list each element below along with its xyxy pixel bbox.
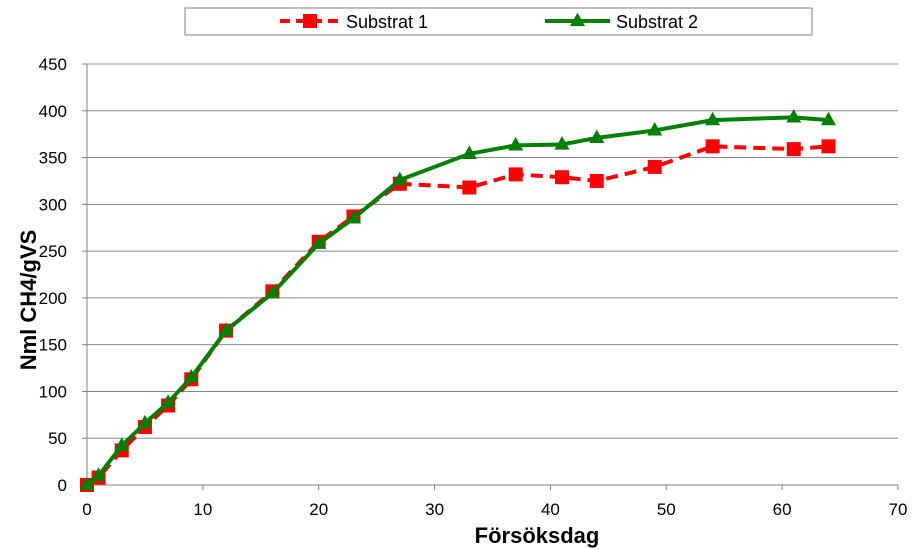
y-axis-title: Nml CH4/gVS bbox=[16, 230, 41, 371]
legend-item-1: Substrat 1 bbox=[280, 12, 428, 32]
series-1 bbox=[80, 139, 836, 492]
data-point bbox=[392, 171, 408, 186]
y-tick-labels: 0 50 100 150 200 250 300 350 400 450 bbox=[39, 55, 67, 495]
data-point bbox=[303, 14, 317, 28]
data-point bbox=[508, 167, 523, 182]
x-tick-label: 60 bbox=[773, 500, 792, 519]
data-point bbox=[786, 142, 801, 157]
data-point bbox=[589, 173, 604, 188]
x-tick-label: 20 bbox=[309, 500, 328, 519]
data-point bbox=[462, 180, 477, 195]
series-layer bbox=[79, 108, 836, 492]
y-tick-label: 400 bbox=[39, 102, 67, 121]
data-point bbox=[137, 414, 153, 429]
data-point bbox=[79, 476, 95, 491]
data-point bbox=[821, 139, 836, 154]
data-point bbox=[218, 322, 234, 336]
data-point bbox=[345, 209, 361, 224]
data-point bbox=[554, 136, 570, 150]
series-2 bbox=[79, 108, 836, 491]
y-tick-label: 0 bbox=[58, 476, 67, 495]
x-axis-title: Försöksdag bbox=[475, 523, 600, 548]
y-tick-label: 100 bbox=[39, 382, 67, 401]
legend-box bbox=[184, 7, 813, 36]
axes bbox=[82, 63, 899, 490]
series-line bbox=[85, 115, 829, 487]
data-point bbox=[555, 170, 570, 185]
legend-item-2: Substrat 2 bbox=[545, 12, 698, 32]
data-point bbox=[91, 467, 107, 481]
data-point bbox=[508, 137, 524, 151]
data-point bbox=[647, 159, 662, 174]
y-tick-label: 300 bbox=[39, 195, 67, 214]
data-point bbox=[183, 369, 199, 383]
data-point bbox=[311, 235, 327, 249]
legend-label: Substrat 1 bbox=[346, 12, 428, 32]
y-tick-label: 50 bbox=[48, 429, 67, 448]
y-tick-label: 250 bbox=[39, 242, 67, 261]
x-tick-label: 30 bbox=[425, 500, 444, 519]
x-tick-label: 70 bbox=[889, 500, 908, 519]
y-tick-label: 200 bbox=[39, 289, 67, 308]
y-tick-label: 350 bbox=[39, 149, 67, 168]
series-line bbox=[85, 144, 829, 487]
x-tick-labels: 0 10 20 30 40 50 60 70 bbox=[82, 500, 907, 519]
y-tick-label: 150 bbox=[39, 336, 67, 355]
x-tick-label: 10 bbox=[193, 500, 212, 519]
data-point bbox=[160, 394, 176, 408]
legend-label: Substrat 2 bbox=[616, 12, 698, 32]
data-point bbox=[786, 108, 802, 123]
x-tick-label: 0 bbox=[82, 500, 91, 519]
x-tick-label: 40 bbox=[541, 500, 560, 519]
data-point bbox=[461, 145, 477, 159]
data-point bbox=[705, 139, 720, 154]
data-point bbox=[705, 111, 721, 126]
y-tick-label: 450 bbox=[39, 55, 67, 74]
data-point bbox=[820, 111, 836, 126]
x-tick-label: 50 bbox=[657, 500, 676, 519]
data-point bbox=[114, 437, 130, 451]
legend: Substrat 1 Substrat 2 bbox=[280, 12, 698, 32]
data-point bbox=[264, 284, 280, 299]
gridlines bbox=[87, 63, 898, 439]
data-point bbox=[570, 12, 585, 27]
data-point bbox=[589, 129, 605, 144]
data-point bbox=[647, 122, 663, 136]
